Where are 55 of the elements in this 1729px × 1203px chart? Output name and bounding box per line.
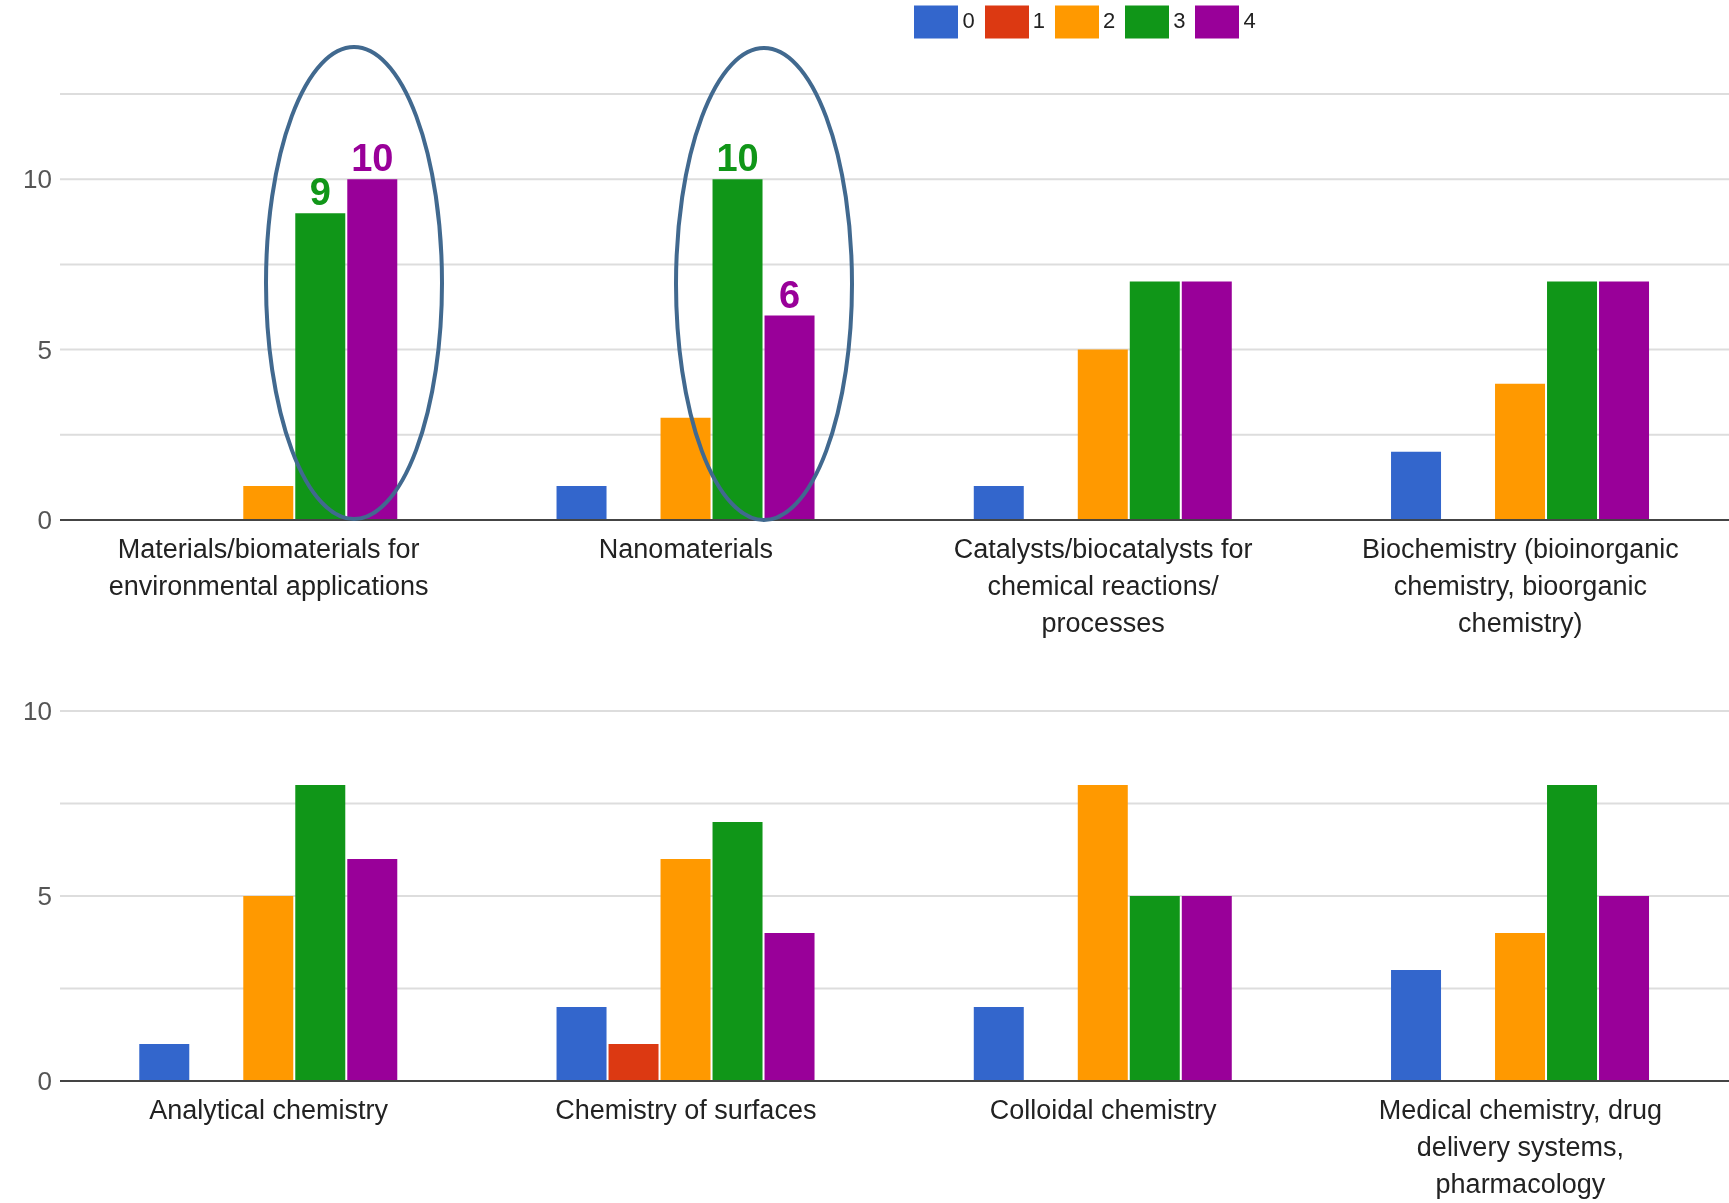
bar <box>1181 896 1232 1081</box>
y-tick-label: 0 <box>37 505 52 536</box>
bar <box>139 1044 190 1081</box>
y-tick-label: 5 <box>37 334 52 365</box>
legend-label: 3 <box>1173 7 1186 33</box>
bar <box>1599 281 1650 520</box>
x-tick-label: Medical chemistry, drug delivery systems, pharmacology <box>1378 1095 1662 1199</box>
bar <box>712 822 763 1081</box>
x-tick-label: Analytical chemistry <box>149 1095 389 1125</box>
bar <box>1181 281 1232 520</box>
x-tick-label: Colloidal chemistry <box>989 1095 1217 1125</box>
data-label: 6 <box>778 273 801 316</box>
bar <box>1077 785 1128 1081</box>
bar <box>1077 349 1128 520</box>
bar <box>1129 281 1180 520</box>
bar <box>1495 933 1546 1081</box>
bar <box>556 485 607 520</box>
y-tick-label: 0 <box>37 1066 52 1097</box>
bar <box>1547 281 1598 520</box>
y-tick-label: 10 <box>23 696 52 727</box>
bar <box>295 785 346 1081</box>
legend-label: 0 <box>962 7 975 33</box>
x-tick-label: Nanomaterials <box>598 534 773 564</box>
legend-label: 2 <box>1102 7 1116 33</box>
bar <box>243 485 294 520</box>
bar <box>973 485 1024 520</box>
bar <box>764 933 815 1081</box>
bar <box>973 1007 1024 1081</box>
bar <box>660 859 711 1081</box>
x-tick-label: Biochemistry (bioinorganic chemistry, bioorganic chemistry) <box>1362 534 1679 638</box>
bar <box>712 179 763 520</box>
bar <box>295 213 346 520</box>
bar <box>1391 451 1442 520</box>
legend-label: 1 <box>1032 7 1045 33</box>
data-label: 10 <box>716 137 759 180</box>
bar <box>1129 896 1180 1081</box>
bar <box>347 179 398 520</box>
y-tick-label: 10 <box>23 164 52 195</box>
bar <box>660 417 711 520</box>
y-tick-label: 5 <box>37 881 52 912</box>
bar <box>347 859 398 1081</box>
legend-label: 4 <box>1243 7 1256 33</box>
bar <box>556 1007 607 1081</box>
data-label: 10 <box>351 137 394 180</box>
bar <box>1391 970 1442 1081</box>
x-tick-label: Chemistry of surfaces <box>555 1095 817 1125</box>
bar <box>1495 383 1546 520</box>
bar <box>764 315 815 520</box>
x-tick-label: Materials/biomaterials for environmental applications <box>108 534 429 601</box>
bar <box>1599 896 1650 1081</box>
bar <box>243 896 294 1081</box>
x-tick-label: Catalysts/biocatalysts for chemical reactions/ processes <box>953 534 1253 638</box>
bar <box>1547 785 1598 1081</box>
data-label: 9 <box>309 171 331 214</box>
bar <box>608 1044 659 1081</box>
